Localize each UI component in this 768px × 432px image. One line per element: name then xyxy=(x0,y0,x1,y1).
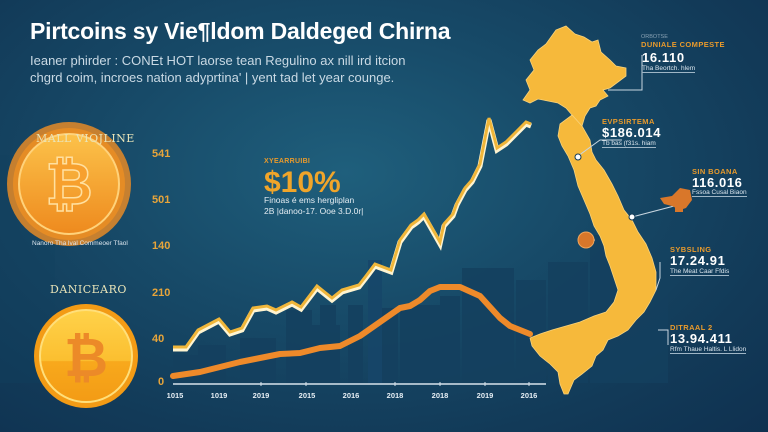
y-tick: 40 xyxy=(152,333,165,345)
coin-bottom: ₿ xyxy=(34,304,138,408)
coin-top-caption: Nanoro Tha lval Commeoer Tfaol xyxy=(32,240,128,247)
x-tick: 2018 xyxy=(386,391,404,400)
x-tick: 2015 xyxy=(298,391,316,400)
map-label-4-title: SYBSLING xyxy=(670,245,712,254)
orange-series-line xyxy=(170,284,533,379)
map-label-2-title: EVPSIRTEMA xyxy=(602,117,655,126)
x-tick: 2016 xyxy=(342,391,360,400)
map-pin xyxy=(574,153,582,161)
map-label-1-title: DUNIALE COMPESTE xyxy=(641,40,725,49)
map-label-5-value: 13.94.411 xyxy=(670,331,733,346)
y-tick: 541 xyxy=(152,148,171,160)
map-label-1-value: 16.110 xyxy=(642,50,685,65)
map-pin-bird-icon xyxy=(660,188,692,210)
map-label-4-value: 17.24.91 xyxy=(670,253,726,268)
subtitle-line-1: Ieaner phirder : CONEt HOT laorse tean R… xyxy=(30,53,406,68)
svg-text:₿: ₿ xyxy=(64,326,108,389)
x-tick: 2018 xyxy=(431,391,449,400)
callout-percent: $10% xyxy=(264,166,341,199)
map-label-3-desc: Fssoa Cusal Biaon xyxy=(692,189,747,197)
map-label-2-desc: Tb bas (f31s. hiam xyxy=(602,140,656,148)
coin-bottom-label: DANICEARO xyxy=(50,283,127,296)
y-tick: 140 xyxy=(152,240,171,252)
callout-line-2: 2B |danoo-17. Ooe 3.D.0r| xyxy=(264,206,364,216)
map-pin-orange xyxy=(577,231,595,249)
page-subtitle: Ieaner phirder : CONEt HOT laorse tean R… xyxy=(30,52,430,86)
x-tick: 2019 xyxy=(252,391,270,400)
map-label-2-value: $186.014 xyxy=(602,125,662,140)
coin-top: ₿ xyxy=(7,122,131,246)
x-tick: 2016 xyxy=(520,391,538,400)
map-label-4-desc: The Meat Caar Ffdis xyxy=(670,268,730,276)
map-label-5-title: DITRAAL 2 xyxy=(670,323,713,332)
callout-kicker: XYEARRUIBI xyxy=(264,158,311,165)
map-label-1-desc: Tha Beortch. hlem xyxy=(642,65,696,73)
x-tick: 2019 xyxy=(476,391,494,400)
x-tick: 1019 xyxy=(210,391,228,400)
svg-text:₿: ₿ xyxy=(45,150,92,218)
map-label-5-desc: Rfm Thaue Haltis. L Llidon xyxy=(670,346,747,354)
y-tick: 0 xyxy=(158,376,165,388)
callout-line-1: Finoas é ems hergliplan xyxy=(264,195,355,205)
page-title: Pirtcoins sy Vie¶ldom Daldeged Chirna xyxy=(30,18,451,44)
x-tick: 1015 xyxy=(166,391,184,400)
y-tick: 501 xyxy=(152,194,171,206)
map-label-3-value: 116.016 xyxy=(692,175,743,190)
coin-top-label: MALL VIOJLINE xyxy=(36,132,135,145)
y-tick: 210 xyxy=(152,287,171,299)
map-label-3-title: SIN BOANA xyxy=(692,167,738,176)
subtitle-line-2: chgrd coim, incroes nation adyprtina' | … xyxy=(30,70,395,85)
map-shape xyxy=(522,25,657,395)
map-pin xyxy=(628,213,636,221)
map-label-1-sup: ORBOTSE xyxy=(641,34,668,40)
